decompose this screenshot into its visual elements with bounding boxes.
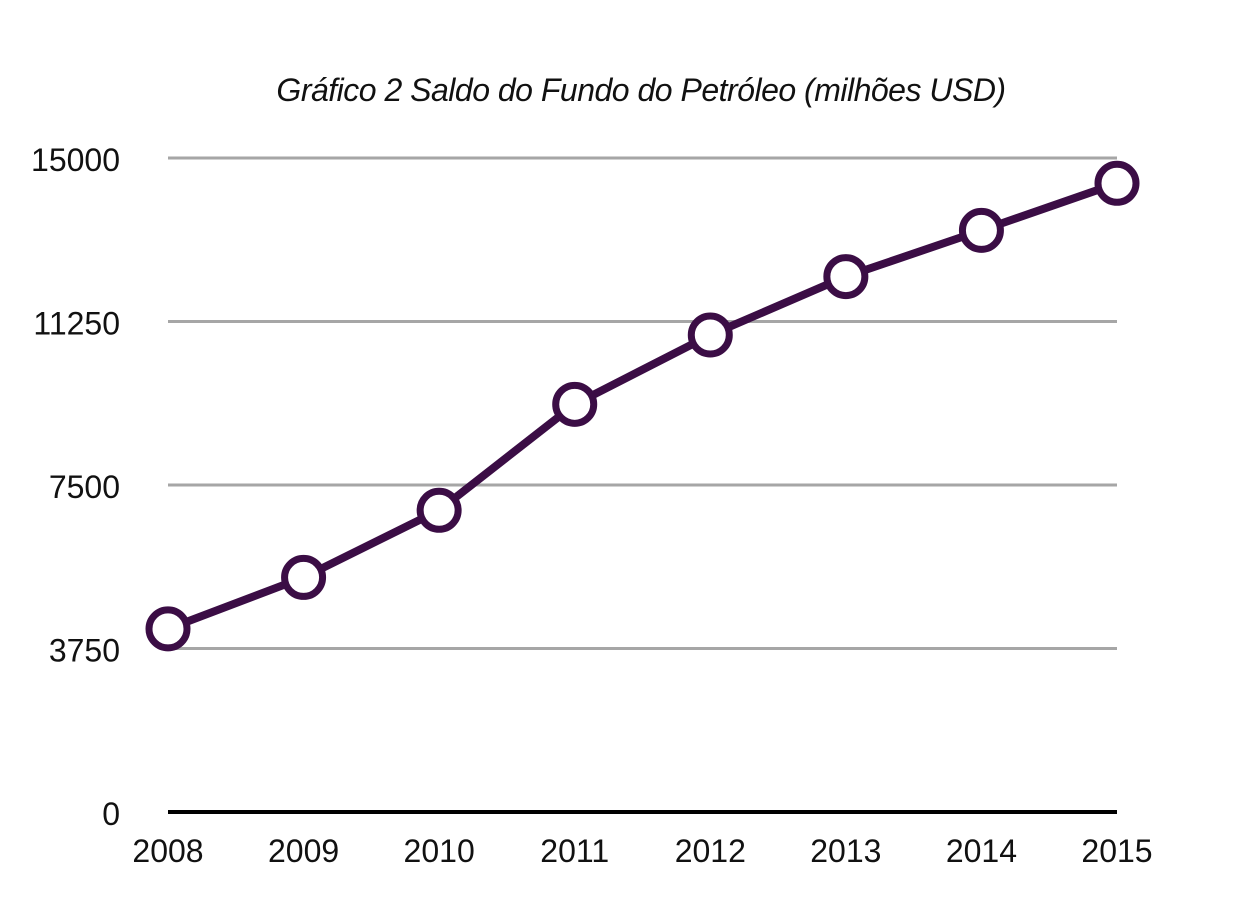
x-tick-label: 2011	[540, 833, 609, 869]
series-line-group	[164, 179, 1121, 633]
x-tick-label: 2009	[268, 833, 339, 869]
y-tick-label: 3750	[49, 633, 120, 669]
data-point-2013	[823, 254, 869, 300]
data-point-2014	[958, 207, 1004, 253]
y-tick-label: 7500	[49, 469, 120, 505]
y-tick-labels: 0 3750 7500 11250 15000	[31, 142, 120, 832]
x-tick-labels: 2008 2009 2010 2011 2012 2013 2014 2015	[132, 833, 1152, 869]
y-tick-label: 11250	[33, 306, 120, 342]
series-line	[164, 179, 1121, 633]
data-point-2010	[416, 487, 462, 533]
x-tick-label: 2014	[946, 833, 1017, 869]
x-tick-label: 2008	[132, 833, 203, 869]
data-point-2012	[687, 312, 733, 358]
data-point-2015	[1094, 160, 1140, 206]
y-tick-label: 15000	[31, 142, 120, 178]
x-tick-label: 2010	[404, 833, 475, 869]
x-tick-label: 2013	[810, 833, 881, 869]
chart-title: Gráfico 2 Saldo do Fundo do Petróleo (mi…	[276, 72, 1006, 108]
x-tick-label: 2012	[675, 833, 746, 869]
x-tick-label: 2015	[1081, 833, 1152, 869]
data-point-2008	[145, 606, 191, 652]
y-tick-label: 0	[102, 796, 120, 832]
gridlines	[168, 156, 1117, 650]
data-point-2011	[552, 381, 598, 427]
data-point-2009	[281, 554, 327, 600]
series-markers	[145, 160, 1140, 652]
